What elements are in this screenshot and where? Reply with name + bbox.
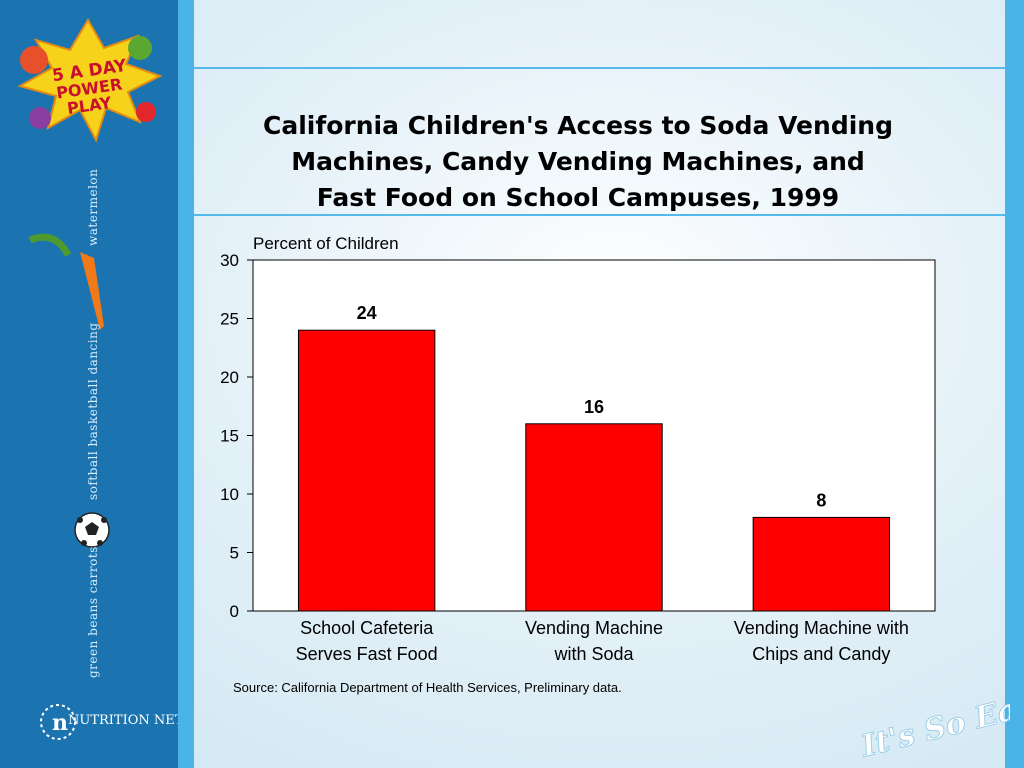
tagline-text: It's So Easy. bbox=[857, 690, 1010, 760]
y-tick-label: 25 bbox=[220, 310, 239, 329]
grape-icon bbox=[29, 107, 51, 129]
vegetable-icon bbox=[128, 36, 152, 60]
five-a-day-logo: 5 A DAY POWER PLAY bbox=[17, 18, 163, 143]
network-logo-text: NUTRITION NETWORK bbox=[68, 713, 178, 728]
sidebar-art: 5 A DAY POWER PLAY n NUTRITION NETWORK bbox=[17, 18, 178, 740]
data-label: 8 bbox=[816, 490, 826, 510]
data-label: 16 bbox=[584, 397, 604, 417]
y-tick-label: 15 bbox=[220, 427, 239, 446]
bar bbox=[752, 516, 891, 612]
soccer-ball-icon bbox=[74, 512, 110, 548]
carrot-icon bbox=[28, 233, 104, 330]
x-category-label: Vending Machine bbox=[525, 618, 663, 638]
title-line-1: California Children's Access to Soda Ven… bbox=[263, 111, 893, 140]
x-category-label: School Cafeteria bbox=[300, 618, 434, 638]
y-tick-label: 10 bbox=[220, 485, 239, 504]
y-axis-label: Percent of Children bbox=[253, 234, 399, 253]
y-tick-label: 0 bbox=[230, 602, 239, 621]
bar bbox=[297, 329, 436, 612]
x-category-label: with Soda bbox=[553, 644, 634, 664]
x-category-label: Chips and Candy bbox=[752, 644, 890, 664]
nutrition-network-logo: n NUTRITION NETWORK bbox=[40, 704, 178, 740]
bar bbox=[525, 423, 663, 612]
title-line-2: Machines, Candy Vending Machines, and bbox=[291, 147, 865, 176]
y-tick-label: 30 bbox=[220, 251, 239, 270]
x-category-label: Vending Machine with bbox=[734, 618, 909, 638]
right-accent-stripe bbox=[1005, 0, 1024, 768]
sidebar-accent-stripe bbox=[178, 0, 194, 768]
tomato-icon bbox=[136, 102, 156, 122]
source-note: Source: California Department of Health … bbox=[233, 680, 622, 695]
tagline-logo: It's So Easy. bbox=[857, 690, 1010, 760]
top-divider bbox=[194, 67, 1005, 69]
fruit-icon bbox=[20, 46, 48, 74]
page-title: California Children's Access to Soda Ven… bbox=[200, 108, 956, 216]
x-category-label: Serves Fast Food bbox=[296, 644, 438, 664]
title-line-3: Fast Food on School Campuses, 1999 bbox=[316, 183, 840, 212]
y-tick-label: 5 bbox=[230, 544, 239, 563]
svg-text:n: n bbox=[52, 710, 68, 736]
title-divider bbox=[194, 214, 1005, 216]
data-label: 24 bbox=[357, 303, 377, 323]
y-tick-label: 20 bbox=[220, 368, 239, 387]
